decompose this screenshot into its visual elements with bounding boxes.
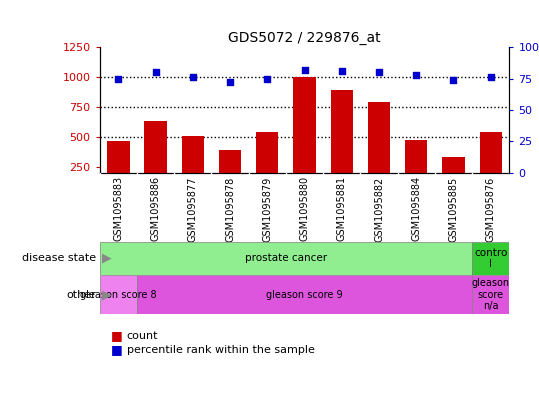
Text: gleason score 9: gleason score 9 — [266, 290, 343, 300]
Bar — [330, 90, 353, 197]
Text: GSM1095885: GSM1095885 — [448, 176, 459, 242]
Text: GSM1095880: GSM1095880 — [300, 176, 309, 241]
Bar — [256, 132, 279, 197]
Bar — [368, 102, 390, 197]
Text: gleason
score
n/a: gleason score n/a — [472, 278, 510, 311]
Text: ▶: ▶ — [102, 288, 112, 301]
Text: GSM1095883: GSM1095883 — [113, 176, 123, 241]
Bar — [100, 275, 137, 314]
Text: ■: ■ — [110, 329, 122, 343]
Bar — [219, 150, 241, 197]
Text: gleason score 8: gleason score 8 — [80, 290, 157, 300]
Text: GSM1095877: GSM1095877 — [188, 176, 198, 242]
Point — [412, 72, 420, 78]
Point — [337, 68, 346, 74]
Point — [226, 79, 234, 86]
Point — [263, 75, 272, 82]
Bar — [472, 242, 509, 275]
Text: ■: ■ — [110, 343, 122, 356]
Bar — [137, 275, 472, 314]
Text: GSM1095886: GSM1095886 — [150, 176, 161, 241]
Text: other: other — [67, 290, 96, 300]
Point — [300, 67, 309, 73]
Text: percentile rank within the sample: percentile rank within the sample — [127, 345, 315, 355]
Bar — [443, 157, 465, 197]
Point — [114, 75, 123, 82]
Bar — [480, 132, 502, 197]
Bar — [405, 140, 427, 197]
Point — [151, 69, 160, 75]
Text: GSM1095876: GSM1095876 — [486, 176, 496, 242]
Text: contro
l: contro l — [474, 248, 507, 269]
Text: GSM1095881: GSM1095881 — [337, 176, 347, 241]
Bar — [472, 275, 509, 314]
Text: GSM1095878: GSM1095878 — [225, 176, 235, 242]
Bar — [182, 136, 204, 197]
Text: GSM1095882: GSM1095882 — [374, 176, 384, 242]
Text: ▶: ▶ — [102, 252, 112, 265]
Point — [189, 74, 197, 81]
Text: count: count — [127, 331, 158, 341]
Title: GDS5072 / 229876_at: GDS5072 / 229876_at — [228, 31, 381, 45]
Text: prostate cancer: prostate cancer — [245, 253, 327, 263]
Bar — [107, 141, 129, 197]
Point — [449, 77, 458, 83]
Bar — [144, 121, 167, 197]
Text: disease state: disease state — [22, 253, 96, 263]
Text: GSM1095884: GSM1095884 — [411, 176, 421, 241]
Text: GSM1095879: GSM1095879 — [262, 176, 272, 242]
Point — [486, 74, 495, 81]
Bar — [293, 77, 316, 197]
Point — [375, 69, 383, 75]
